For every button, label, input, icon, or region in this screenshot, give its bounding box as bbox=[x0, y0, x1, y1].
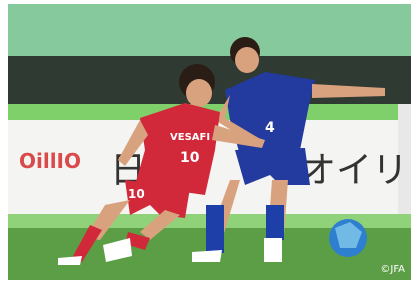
banner-logo: OillIO bbox=[19, 149, 81, 173]
photo: OillIO 日 オイリオ 4 bbox=[0, 0, 419, 282]
jersey-number: 10 bbox=[180, 150, 200, 166]
jersey-text: VESAFI bbox=[170, 132, 210, 143]
jersey-number: 4 bbox=[265, 120, 275, 136]
banner-text: オイリオ bbox=[300, 150, 419, 191]
stand-roof bbox=[8, 4, 411, 56]
scene: OillIO 日 オイリオ 4 bbox=[8, 4, 419, 280]
credit: ©JFA bbox=[380, 264, 405, 275]
ball bbox=[329, 219, 367, 257]
shorts-number: 10 bbox=[128, 187, 145, 201]
